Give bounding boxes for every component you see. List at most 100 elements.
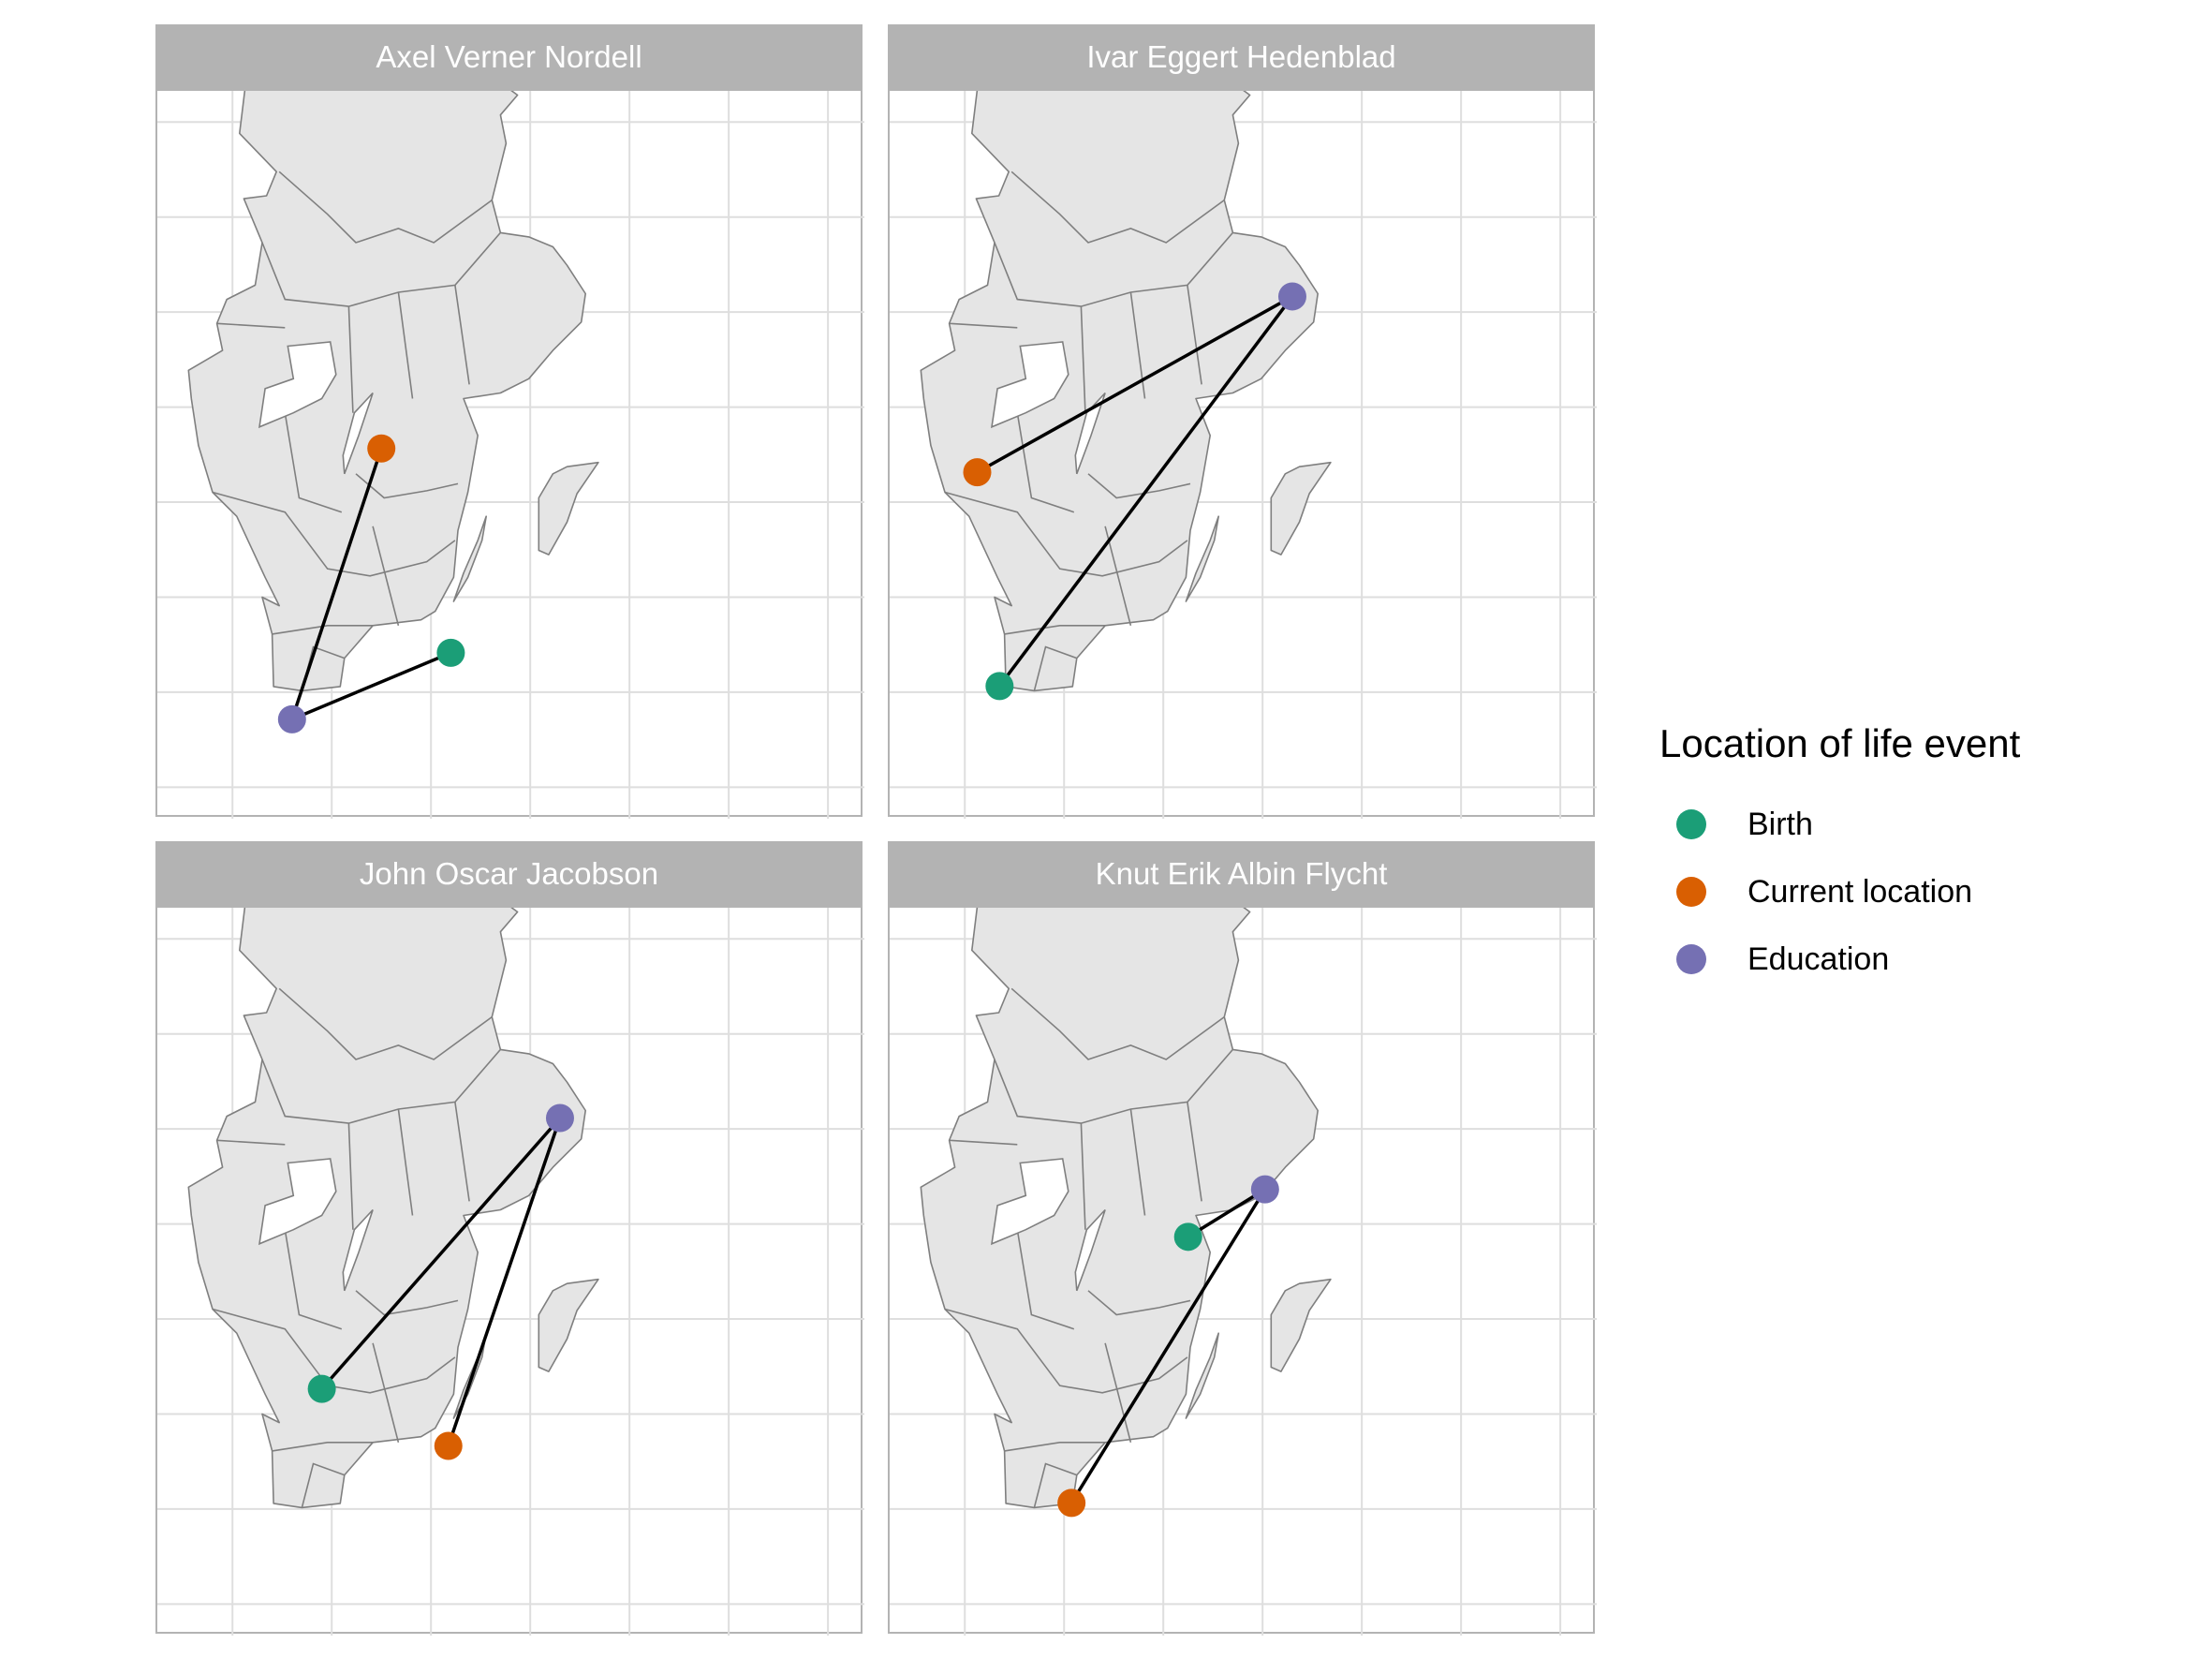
county-border [1010,170,1225,244]
connection-line [1069,1188,1267,1504]
county-border [1004,624,1106,635]
gotland-island [538,1278,599,1372]
map-svg [157,91,864,819]
lake-vattern [342,1208,374,1292]
county-border [261,231,502,307]
point-birth [307,1374,336,1403]
point-current-location [1057,1489,1086,1518]
county-border [1104,526,1132,626]
facet-strip-title: Axel Verner Nordell [155,24,863,89]
point-education [277,704,306,733]
county-border [212,491,456,577]
county-border [1087,1290,1191,1316]
legend-item-birth: Birth [1659,791,2020,858]
county-border [1187,1102,1202,1202]
gotland-island [1270,461,1332,555]
facet-panel: Ivar Eggert Hedenblad [888,24,1597,819]
legend-key-education [1676,944,1706,974]
county-border [284,412,343,513]
county-border [1010,987,1225,1060]
facet-strip-title: John Oscar Jacobson [155,841,863,906]
county-border [1016,412,1075,513]
lake-vanern [990,1158,1069,1246]
county-border [1016,1229,1075,1330]
county-border [949,1139,1018,1146]
county-border [397,291,414,399]
county-border [949,322,1018,329]
lake-vanern [258,341,337,429]
county-border [355,1290,459,1316]
connection-line [447,1117,562,1447]
county-border [1080,1123,1086,1230]
connection-line [290,448,383,720]
county-border [1004,1441,1106,1452]
county-border [284,1229,343,1330]
county-border [272,624,374,635]
legend-label: Birth [1747,806,1813,842]
county-border [216,322,286,329]
county-border [454,1102,470,1202]
lake-vanern [990,341,1069,429]
county-border [1187,285,1202,385]
county-border [347,306,354,413]
facet-plot-area [155,89,864,819]
point-education [545,1104,574,1133]
legend-label: Current location [1747,873,1973,910]
point-current-location [367,434,396,463]
legend-item-current-location: Current location [1659,858,2020,926]
county-border [272,1441,374,1452]
lake-vattern [342,392,374,475]
connection-line [997,295,1294,688]
facet-strip-title: Knut Erik Albin Flycht [888,841,1595,906]
oland-island [1185,515,1220,602]
county-border [1033,645,1078,691]
facet-plot-area [155,906,864,1636]
county-border [1104,1342,1132,1443]
point-current-location [963,458,992,487]
county-border [372,1342,400,1443]
oland-island [1185,1332,1220,1419]
facet-strip-title: Ivar Eggert Hedenblad [888,24,1595,89]
county-border [1033,1462,1078,1508]
county-border [1087,473,1191,499]
county-border [347,1123,354,1230]
county-border [454,285,470,385]
county-border [278,987,493,1060]
sweden-mainland [187,91,587,692]
connection-line [291,651,452,721]
map-svg [890,91,1597,819]
facet-panel: Knut Erik Albin Flycht [888,841,1597,1636]
county-border [301,1462,346,1508]
legend-key-current-location [1676,877,1706,907]
county-border [261,1048,502,1124]
county-border [994,1048,1234,1124]
sweden-mainland [920,908,1320,1509]
facet-panel: John Oscar Jacobson [155,841,864,1636]
sweden-mainland [920,91,1320,692]
map-svg [890,908,1597,1636]
oland-island [452,515,488,602]
county-border [372,526,400,626]
map-svg [157,908,864,1636]
point-education [1277,282,1306,311]
legend-title: Location of life event [1659,721,2021,765]
county-border [212,1308,456,1394]
gotland-island [1270,1278,1332,1372]
county-border [994,231,1234,307]
county-border [278,170,493,244]
legend: Location of life event Birth Current loc… [1659,721,2020,993]
connection-line [1187,1188,1266,1238]
legend-label: Education [1747,941,1890,977]
connection-line [976,294,1293,474]
legend-key-birth [1676,809,1706,839]
point-birth [1173,1222,1202,1252]
county-border [1129,1108,1146,1216]
county-border [944,491,1188,577]
lake-vattern [1074,1208,1106,1292]
sweden-mainland [187,908,587,1509]
connection-line [320,1117,562,1390]
point-education [1250,1175,1279,1204]
gotland-island [538,461,599,555]
point-birth [436,638,465,667]
facet-panel: Axel Verner Nordell [155,24,864,819]
